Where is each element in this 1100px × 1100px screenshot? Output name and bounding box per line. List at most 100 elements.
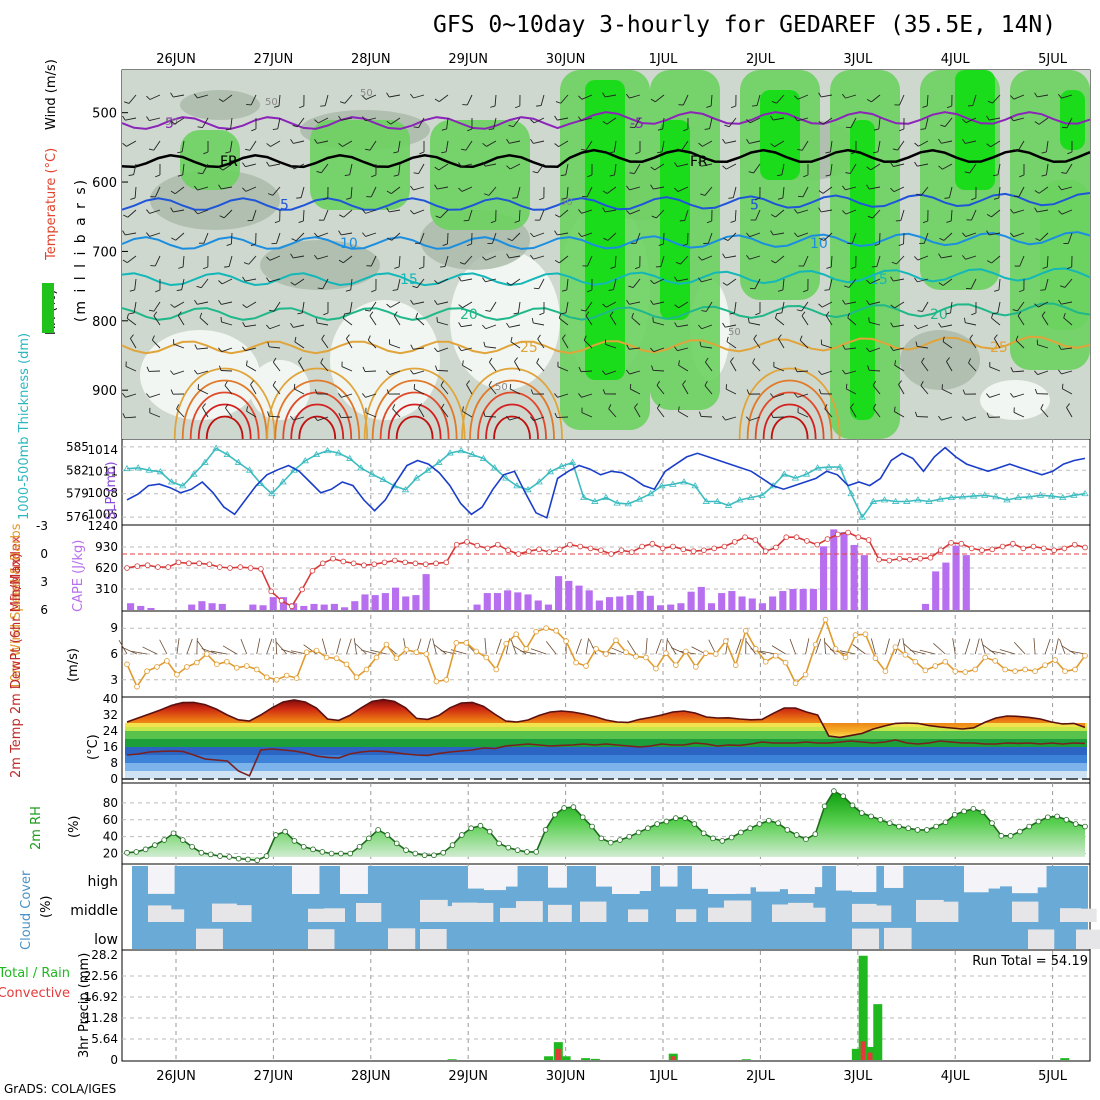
cape-bar	[544, 604, 552, 610]
wind-barb	[149, 94, 161, 100]
wind-barb	[705, 301, 713, 312]
wind-barb	[801, 301, 809, 312]
wind-barb-flag	[413, 126, 419, 129]
wind-barb	[389, 209, 401, 213]
wind-barb-flag	[698, 142, 703, 147]
wind-barb-flag	[410, 93, 414, 99]
temp-unit: (°C)	[86, 734, 101, 760]
wind-barb	[343, 255, 353, 264]
wind-barb	[1061, 94, 1073, 99]
cloud-gap	[340, 866, 368, 895]
thickness-point	[223, 450, 231, 458]
wind-barb-flag	[371, 174, 377, 178]
wind-barb	[1017, 140, 1025, 151]
wind-barb	[418, 163, 425, 174]
rh-point	[849, 802, 856, 809]
wind-barb-flag	[867, 365, 870, 371]
wind-barb-flag	[971, 312, 977, 316]
thickness-point	[178, 482, 187, 489]
li-point	[309, 567, 316, 574]
wind-barb-flag	[803, 174, 809, 178]
wind-barb	[559, 209, 569, 218]
wind-barb-flag	[602, 389, 606, 395]
rh-point	[300, 843, 307, 850]
wind-barb	[653, 186, 665, 190]
cape-bar	[330, 603, 338, 610]
wind-barb	[660, 255, 665, 267]
wind-barb-flag	[986, 214, 992, 218]
wind-barb-surface	[933, 643, 946, 655]
wind-barb	[228, 255, 233, 267]
wind-barb-flag	[1067, 151, 1073, 155]
wind-barb	[869, 301, 881, 305]
precip-conv-bar	[867, 1052, 873, 1060]
cape-bar	[300, 605, 308, 610]
wind-barb	[199, 317, 209, 326]
cloud-row-high: high	[87, 874, 118, 890]
wind-barb	[585, 140, 593, 151]
wind-barb-flag	[153, 311, 158, 317]
wind-barb-flag	[176, 404, 180, 410]
wind-barb	[1017, 315, 1025, 326]
cape-bar	[820, 546, 828, 610]
wind-speed-point	[393, 655, 400, 662]
thickness-line	[126, 447, 1086, 519]
wind-barb-flag	[986, 260, 992, 264]
cape-bar	[279, 597, 288, 610]
rh-point	[291, 838, 298, 844]
rh-point	[561, 805, 567, 811]
wind-barb	[585, 315, 593, 326]
wind-barb-flag	[484, 193, 490, 196]
wind-barb	[493, 117, 497, 129]
wind-barb	[893, 278, 905, 282]
wind-barb-flag	[962, 255, 966, 260]
wind-barb	[510, 278, 521, 286]
date-label-bottom: 1JUL	[649, 1069, 679, 1084]
wind-barb-flag	[803, 289, 809, 293]
wind-barb	[391, 232, 401, 241]
li-point	[392, 557, 398, 564]
wind-barb-flag	[386, 190, 392, 194]
wind-barb	[1013, 209, 1025, 214]
wind-barb-flag	[1019, 289, 1025, 293]
wind-barb	[128, 94, 137, 104]
wind-barb	[229, 140, 233, 152]
wind-speed-point	[633, 653, 639, 660]
wind-barb-surface	[370, 649, 387, 655]
wind-barb-flag	[1034, 190, 1040, 194]
wind-barb-flag	[530, 119, 535, 124]
wind-barb-flag	[314, 138, 318, 144]
wind-barb-flag	[317, 287, 323, 290]
wind-barb-flag	[968, 358, 972, 364]
wind-barb-flag	[482, 161, 486, 167]
rh-point	[747, 825, 753, 832]
wind-barb	[802, 186, 809, 198]
wind-barb-flag	[537, 334, 541, 340]
wind-barb	[899, 94, 905, 106]
wind-barb	[197, 209, 209, 215]
wind-barb-flag	[656, 403, 661, 409]
isotherm-label: 5	[280, 197, 289, 213]
wind-barb	[559, 317, 569, 326]
wind-barb	[605, 343, 617, 349]
wind-barb-flag	[202, 403, 206, 408]
wind-barb-flag	[514, 357, 518, 362]
wind-barb-flag	[746, 232, 750, 237]
wind-speed-point	[623, 649, 629, 656]
wind-barb-flag	[394, 266, 400, 269]
wind-speed-point	[822, 616, 829, 623]
date-label-top: 5JUL	[1038, 52, 1068, 67]
rh-point	[124, 849, 130, 856]
cape-bar	[626, 595, 634, 610]
precip-total-bar	[590, 1058, 600, 1060]
wind-barb	[749, 255, 761, 260]
rh-point	[728, 834, 735, 841]
precip-total-bar	[851, 1048, 861, 1060]
wind-barb	[678, 411, 689, 418]
wind-barb-flag	[170, 92, 174, 98]
li-point	[999, 543, 1006, 550]
rh-green-region	[1040, 180, 1090, 330]
wind-speed-point	[1022, 666, 1028, 673]
rh-point	[784, 827, 791, 833]
wind-barb	[918, 140, 929, 147]
